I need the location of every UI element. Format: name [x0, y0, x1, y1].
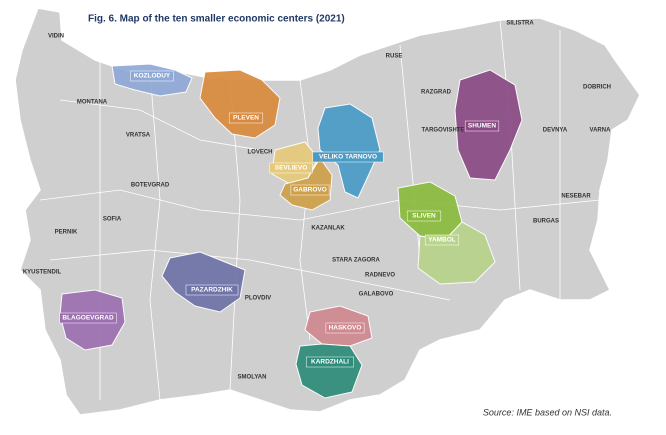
center-label: VELIKO TARNOVO	[319, 154, 377, 161]
city-label: NESEBAR	[561, 194, 591, 200]
center-label-bg	[290, 184, 330, 196]
centers: KOZLODUY PLEVEN VELIKO TARNOVO SEVLIEVO GABR…	[59, 63, 523, 399]
center-label-bg	[185, 284, 239, 296]
center-region	[417, 221, 496, 285]
city-label: VRATSA	[126, 133, 151, 139]
city-label: BURGAS	[533, 219, 559, 225]
center-label: GABROVO	[293, 187, 327, 194]
center-label: KARDZHALI	[311, 359, 349, 366]
city-label: KYUSTENDIL	[23, 270, 62, 276]
center-label: YAMBOL	[428, 237, 456, 244]
city-label: LOVECH	[247, 150, 272, 156]
city-label: GALABOVO	[359, 292, 394, 298]
city-labels: VIDIN MONTANA VRATSA LOVECH BOTEVGRAD SO…	[23, 21, 611, 381]
city-label: STARA ZAGORA	[332, 258, 380, 264]
center-label-bg	[312, 151, 384, 163]
center-label: SEVLIEVO	[275, 165, 308, 172]
city-label: RUSE	[386, 54, 403, 60]
center-label: KOZLODUY	[134, 73, 171, 80]
city-label: SILISTRA	[506, 21, 534, 27]
city-label: VIDIN	[48, 34, 64, 40]
center-label-bg	[406, 210, 442, 222]
city-label: MONTANA	[77, 100, 108, 106]
center-label-bg	[59, 312, 117, 324]
city-label: TARGOVISHTE	[422, 128, 465, 134]
center-label-bg	[130, 70, 174, 82]
center-label-bg	[306, 356, 354, 368]
city-label: SOFIA	[103, 217, 122, 223]
center-label-bg	[228, 112, 264, 124]
center-label: PAZARDZHIK	[191, 287, 233, 294]
title: Fig. 6. Map of the ten smaller economic …	[88, 14, 345, 25]
city-label: RAZGRAD	[421, 90, 452, 96]
city-label: PERNIK	[55, 230, 78, 236]
city-label: VARNA	[590, 128, 612, 134]
center-label-bg	[325, 322, 365, 334]
city-label: PLOVDIV	[245, 296, 271, 302]
city-label: DEVNYA	[543, 128, 568, 134]
city-label: DOBRICH	[583, 85, 611, 91]
city-label: SMOLYAN	[238, 375, 267, 381]
center-label-bg	[424, 234, 460, 246]
source: Source: IME based on NSI data.	[483, 407, 612, 417]
center-label: PLEVEN	[233, 115, 259, 122]
city-label: BOTEVGRAD	[131, 183, 170, 189]
center-region	[161, 251, 246, 313]
center-region	[317, 103, 381, 199]
center-label-bg	[269, 162, 313, 174]
center-label: BLAGOEVGRAD	[62, 315, 114, 322]
city-label: RADNEVO	[365, 273, 395, 279]
center-label: SHUMEN	[468, 123, 496, 130]
center-label: HASKOVO	[329, 325, 362, 332]
city-label: KAZANLAK	[311, 226, 345, 232]
center-label-bg	[464, 120, 500, 132]
center-label: SLIVEN	[412, 213, 436, 220]
